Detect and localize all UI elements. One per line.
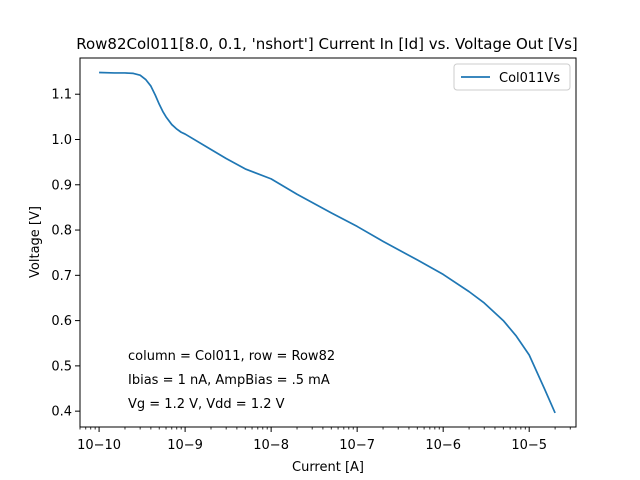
y-axis-label: Voltage [V] <box>28 206 43 278</box>
x-tick-label: 10−5 <box>511 438 547 453</box>
series-layer <box>99 71 556 414</box>
y-axis: 0.4 0.5 0.6 0.7 0.8 0.9 1.0 1.1 <box>51 88 80 420</box>
series-line <box>99 71 556 414</box>
y-tick-label: 0.6 <box>51 314 72 329</box>
y-tick-label: 1.1 <box>51 88 72 103</box>
x-axis-label: Current [A] <box>292 460 364 475</box>
legend-frame <box>453 63 571 91</box>
x-tick-label: 10−9 <box>167 438 203 453</box>
y-tick-label: 1.0 <box>51 133 72 148</box>
y-tick-label: 0.7 <box>51 269 72 284</box>
x-tick-label: 10−8 <box>253 438 289 453</box>
y-tick-label: 0.9 <box>51 178 72 193</box>
annotation-line-3: Vg = 1.2 V, Vdd = 1.2 V <box>128 397 285 412</box>
legend: Col011Vs <box>453 63 571 91</box>
x-axis: 10−10 10−9 10−8 10−7 10−6 10−5 <box>77 427 571 453</box>
plot-frame <box>79 57 577 428</box>
chart-title: Row82Col011[8.0, 0.1, 'nshort'] Current … <box>76 35 578 53</box>
legend-label: Col011Vs <box>499 71 560 86</box>
x-tick-label: 10−10 <box>77 438 121 453</box>
annotation-block: column = Col011, row = Row82 Ibias = 1 n… <box>128 349 335 412</box>
y-tick-label: 0.5 <box>51 359 72 374</box>
x-tick-label: 10−6 <box>425 438 461 453</box>
annotation-line-1: column = Col011, row = Row82 <box>128 349 335 364</box>
y-tick-label: 0.4 <box>51 405 72 420</box>
annotation-line-2: Ibias = 1 nA, AmpBias = .5 mA <box>128 373 330 388</box>
plot-area <box>79 57 577 428</box>
y-tick-label: 0.8 <box>51 224 72 239</box>
x-tick-label: 10−7 <box>339 438 375 453</box>
